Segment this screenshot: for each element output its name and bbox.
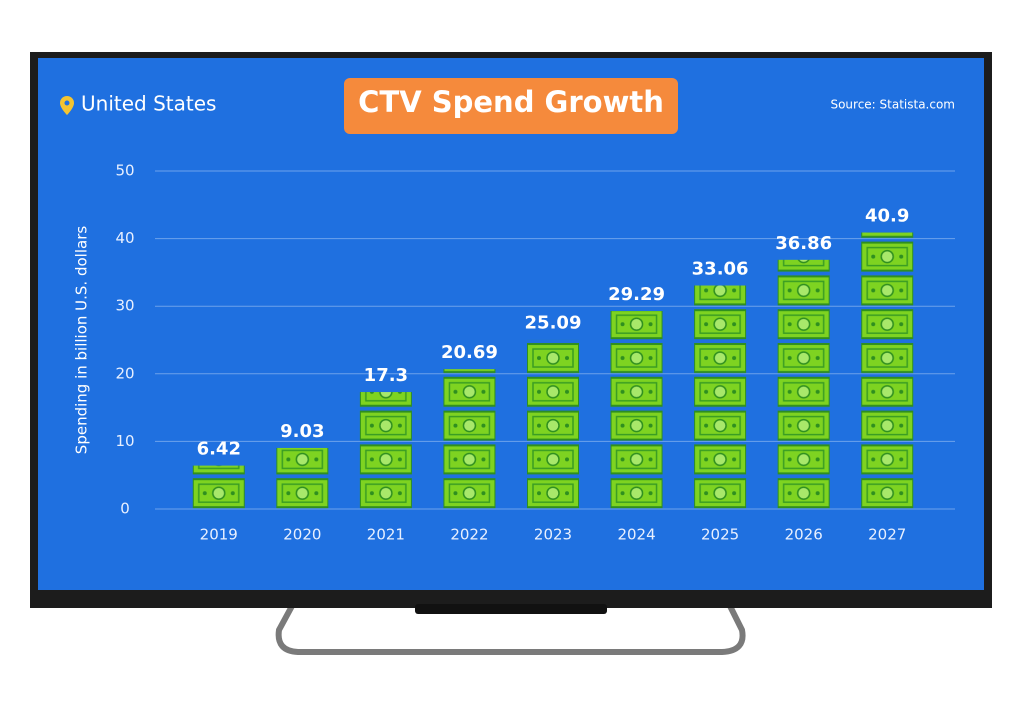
bar [443, 369, 496, 509]
data-label: 9.03 [280, 421, 324, 442]
x-tick-label: 2023 [534, 526, 572, 544]
x-tick-label: 2020 [283, 526, 321, 544]
y-tick-label: 30 [115, 297, 134, 315]
source: Source: Statista.com [830, 98, 955, 112]
data-label: 6.42 [197, 439, 241, 460]
tv-notch [415, 604, 607, 614]
data-label: 17.3 [364, 365, 408, 386]
bar [527, 339, 579, 509]
bar [777, 259, 830, 509]
y-tick-label: 50 [115, 162, 134, 180]
x-tick-label: 2026 [785, 526, 823, 544]
chart-title: CTV Spend Growth [358, 85, 664, 119]
x-tick-label: 2024 [617, 526, 655, 544]
y-tick-label: 10 [115, 432, 134, 450]
data-label: 25.09 [525, 312, 582, 333]
title-box [344, 78, 678, 134]
data-label: 29.29 [608, 284, 665, 305]
x-tick-label: 2027 [868, 526, 906, 544]
data-label: 20.69 [441, 342, 498, 363]
tv-stand [275, 604, 746, 655]
bar [192, 465, 245, 509]
bar [610, 310, 663, 509]
data-label: 33.06 [692, 259, 749, 280]
x-tick-label: 2022 [450, 526, 488, 544]
y-tick-label: 20 [115, 364, 134, 382]
bar [276, 447, 329, 509]
data-label: 36.86 [775, 233, 832, 254]
y-tick-label: 0 [120, 500, 130, 518]
subtitle: United States [81, 92, 216, 116]
bar [861, 232, 914, 510]
x-tick-label: 2021 [367, 526, 405, 544]
x-tick-label: 2025 [701, 526, 739, 544]
tv-screen [38, 58, 984, 590]
x-tick-label: 2019 [200, 526, 238, 544]
bar [694, 285, 747, 509]
bar [359, 392, 412, 509]
y-tick-label: 40 [115, 229, 134, 247]
location-pin-hole [64, 100, 70, 106]
data-label: 40.9 [865, 206, 909, 227]
y-axis-label: Spending in billion U.S. dollars [73, 226, 91, 455]
